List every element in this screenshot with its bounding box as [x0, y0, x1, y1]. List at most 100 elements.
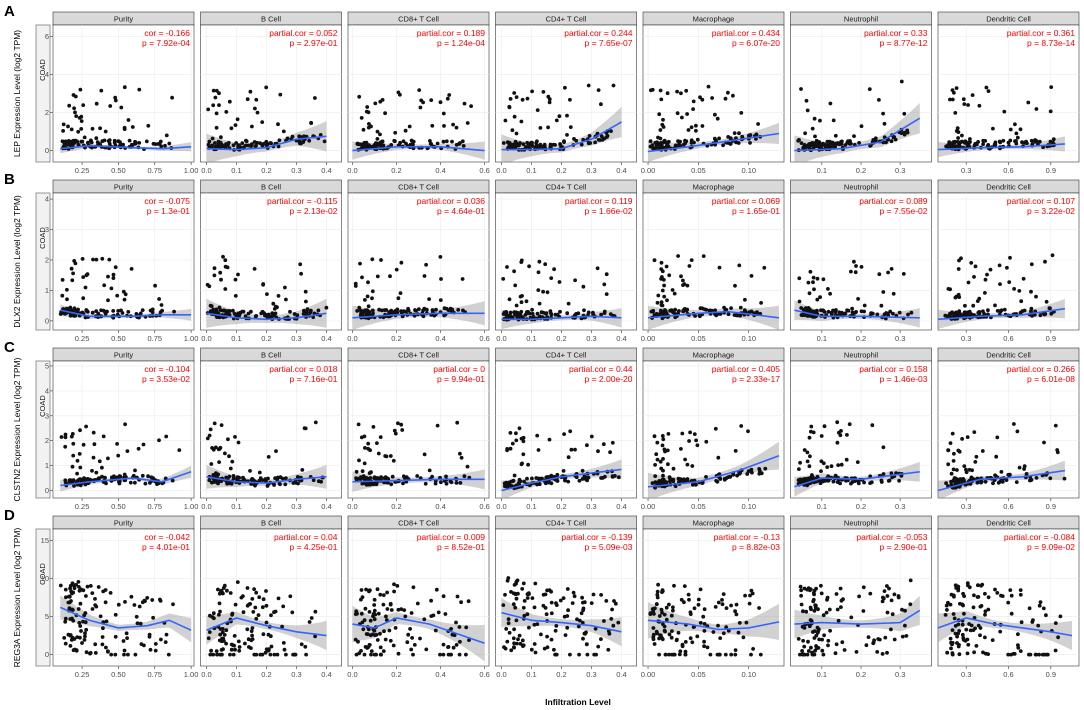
data-point	[864, 643, 869, 648]
data-point	[554, 601, 558, 606]
data-point	[506, 617, 511, 621]
data-point	[835, 440, 840, 445]
data-point	[324, 305, 329, 310]
data-point	[79, 629, 83, 633]
data-point	[458, 639, 462, 644]
data-point	[944, 481, 948, 486]
data-point	[856, 297, 860, 301]
x-tick-label: 1.00	[184, 670, 199, 679]
data-point	[429, 98, 434, 102]
data-point	[1018, 310, 1023, 315]
data-point	[70, 591, 74, 596]
data-point	[539, 632, 543, 637]
data-point	[370, 481, 375, 486]
data-point	[662, 294, 667, 299]
data-point	[76, 607, 81, 611]
data-point	[1044, 613, 1048, 618]
data-point	[881, 111, 885, 116]
data-point	[512, 91, 517, 95]
data-point	[660, 637, 665, 642]
data-point	[662, 624, 667, 629]
data-point	[693, 314, 697, 318]
data-point	[839, 598, 844, 603]
data-point	[853, 479, 858, 483]
data-point	[462, 474, 467, 479]
data-point	[581, 600, 585, 605]
data-point	[283, 482, 288, 487]
facet-title: CD8+ T Cell	[398, 183, 439, 192]
data-point	[264, 603, 269, 608]
data-point	[372, 652, 377, 657]
p-value: p = 4.01e-01	[142, 542, 190, 552]
data-point	[663, 652, 668, 657]
data-point	[525, 596, 530, 600]
data-point	[224, 628, 229, 633]
data-point	[269, 644, 274, 649]
data-point	[660, 590, 664, 594]
data-point	[817, 637, 822, 642]
data-point	[748, 141, 752, 145]
data-point	[226, 142, 230, 147]
data-point	[733, 283, 737, 288]
x-tick-label: 0.2	[556, 166, 566, 175]
correlation-value: partial.cor = -0.053	[856, 532, 927, 542]
x-tick-label: 0.0	[201, 166, 211, 175]
data-point	[654, 602, 659, 606]
scatter-points	[796, 578, 913, 657]
data-point	[366, 110, 371, 115]
data-point	[313, 609, 318, 614]
data-point	[589, 434, 594, 439]
data-point	[692, 606, 697, 611]
data-point	[850, 306, 854, 311]
data-point	[209, 648, 214, 653]
data-point	[1038, 600, 1043, 604]
data-point	[210, 480, 214, 485]
data-point	[566, 608, 570, 613]
data-point	[576, 311, 581, 316]
data-point	[815, 625, 820, 630]
data-point	[960, 622, 965, 627]
data-point	[78, 428, 82, 433]
data-point	[1053, 621, 1058, 625]
data-point	[995, 309, 1000, 313]
fit-line	[352, 146, 485, 152]
data-point	[568, 652, 572, 657]
p-value: p = 4.64e-01	[437, 206, 485, 216]
data-point	[684, 88, 689, 93]
data-point	[459, 600, 463, 605]
data-point	[245, 627, 250, 632]
data-point	[979, 480, 983, 485]
data-point	[378, 141, 383, 145]
data-point	[522, 479, 526, 484]
data-point	[557, 114, 562, 119]
data-point	[547, 97, 552, 102]
data-point	[1033, 652, 1038, 657]
data-point	[90, 126, 95, 131]
data-point	[565, 625, 570, 630]
data-point	[897, 478, 901, 483]
data-point	[549, 637, 554, 642]
data-point	[356, 422, 361, 427]
data-point	[250, 124, 254, 129]
data-point	[221, 254, 225, 259]
x-tick-label: 0.25	[75, 334, 90, 343]
scatter-points	[206, 85, 327, 152]
data-point	[275, 652, 280, 657]
data-point	[254, 590, 259, 595]
data-point	[972, 593, 976, 598]
data-point	[978, 626, 983, 630]
data-point	[577, 478, 582, 483]
data-point	[214, 88, 219, 93]
data-point	[529, 647, 534, 652]
fit-line	[794, 609, 921, 625]
data-point	[219, 135, 223, 140]
data-point	[385, 607, 390, 611]
data-point	[254, 616, 259, 621]
data-point	[233, 435, 237, 439]
data-point	[561, 469, 566, 473]
data-point	[826, 638, 831, 643]
data-point	[737, 472, 742, 476]
data-point	[223, 258, 228, 263]
data-point	[950, 642, 954, 647]
